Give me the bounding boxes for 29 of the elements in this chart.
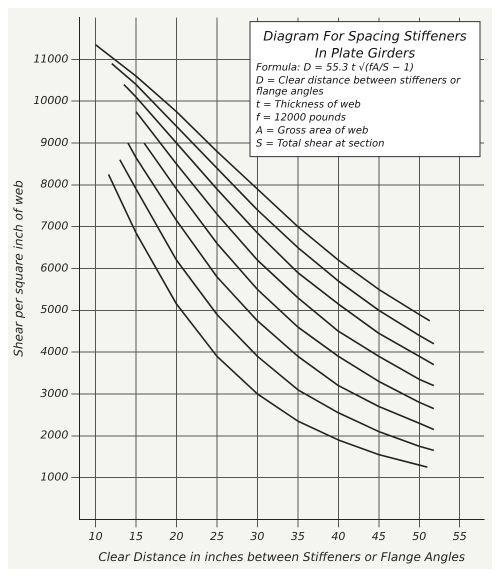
x-tick-label: 20 xyxy=(170,530,184,543)
y-tick-label: 1000 xyxy=(40,470,68,484)
x-tick-label: 25 xyxy=(210,530,224,543)
annotation: t = Thickness of web xyxy=(256,100,361,111)
annotation: A = Gross area of web xyxy=(255,126,368,137)
y-tick-label: 10000 xyxy=(33,94,68,108)
y-tick-label: 11000 xyxy=(33,52,68,66)
x-axis-title: Clear Distance in inches between Stiffeners or Flange Angles xyxy=(98,550,466,564)
annotation: S = Total shear at section xyxy=(256,138,384,150)
y-tick-label: 2000 xyxy=(40,428,68,442)
y-tick-label: 7000 xyxy=(40,220,68,233)
text: Diagram For Spacing Stiffeners In Plate Girders xyxy=(263,30,467,62)
y-tick-label: 8000 xyxy=(40,178,68,191)
x-tick-label: 45 xyxy=(372,530,386,543)
y-tick-label: 6000 xyxy=(40,261,68,274)
x-tick-label: 15 xyxy=(129,530,144,543)
y-tick-label: 4000 xyxy=(40,344,68,358)
x-tick-label: 55 xyxy=(452,530,467,543)
y-tick-label: 9000 xyxy=(40,136,68,149)
y-tick-label: 3000 xyxy=(40,386,68,400)
x-tick-label: 40 xyxy=(331,530,346,543)
y-axis-title: Shear per square inch of web xyxy=(11,180,26,357)
x-tick-label: 30 xyxy=(250,530,264,543)
x-tick-label: 10 xyxy=(88,530,103,543)
annotation: Formula: D = 55.3 t √(fA/S − 1) xyxy=(256,62,414,74)
x-tick-label: 35 xyxy=(290,530,305,543)
x-tick-label: 50 xyxy=(412,530,426,543)
y-tick-label: 5000 xyxy=(40,303,68,316)
annotation: f = 12000 pounds xyxy=(256,112,346,124)
